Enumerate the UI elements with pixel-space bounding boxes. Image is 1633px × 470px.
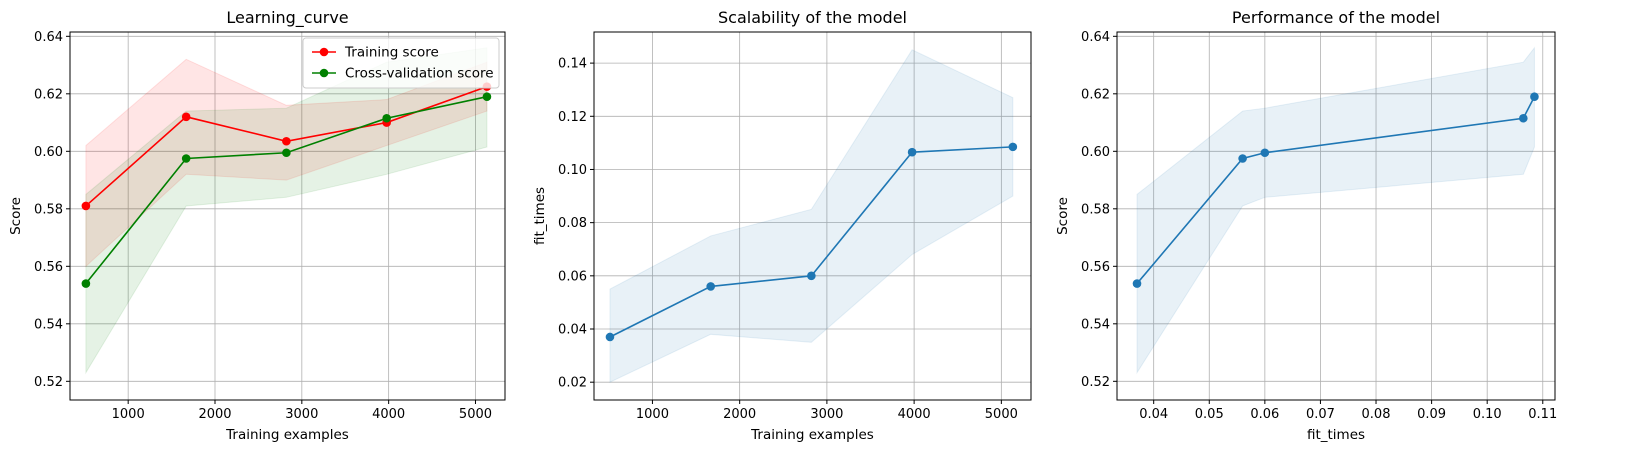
legend-label: Training score (344, 45, 439, 61)
data-point (706, 282, 716, 291)
x-tick-label: 3000 (810, 407, 843, 422)
data-point (807, 271, 816, 281)
plot-area (81, 47, 492, 375)
axes-frame (1116, 31, 1556, 401)
y-tick-label: 0.06 (558, 269, 587, 284)
y-axis-label: fit_times (532, 187, 548, 245)
x-tick-label: 0.06 (1250, 407, 1279, 422)
legend: Training score Cross-validation score (302, 37, 500, 89)
x-tick-label: 5000 (985, 407, 1018, 422)
data-point (1132, 279, 1142, 288)
gridlines (1117, 32, 1555, 400)
data-point (1008, 142, 1018, 152)
data-point (81, 279, 91, 288)
x-tick-label: 3000 (285, 407, 318, 422)
y-tick-label: 0.10 (558, 163, 587, 178)
y-tick-label: 0.64 (34, 30, 63, 45)
axes-frame (593, 31, 1032, 401)
data-point (1238, 154, 1247, 163)
confidence-band-1 (1136, 46, 1535, 375)
y-tick-label: 0.58 (34, 202, 63, 217)
y-tick-label: 0.56 (34, 260, 63, 275)
y-tick-label: 0.12 (558, 110, 587, 125)
y-tick-label: 0.14 (558, 57, 587, 72)
chart-1: 1000 2000 3000 4000 5000 0.52 0.54 0.56 0.58 0.60… (8, 8, 506, 443)
confidence-band-2 (85, 47, 488, 375)
legend-box (302, 37, 500, 89)
confidence-band-1 (609, 49, 1014, 383)
x-tick-label: 0.11 (1528, 407, 1557, 422)
y-tick-label: 0.62 (34, 87, 63, 102)
y-tick-label: 0.52 (34, 375, 63, 390)
x-tick-label: 4000 (372, 407, 405, 422)
chart-2: 1000 2000 3000 4000 5000 0.02 0.04 0.06 0.08 0.10… (532, 8, 1032, 443)
y-axis-label: Score (1055, 197, 1071, 235)
y-tick-label: 0.60 (34, 145, 63, 160)
x-tick-label: 0.05 (1195, 407, 1224, 422)
y-tick-label: 0.62 (1081, 87, 1110, 102)
x-tick-label: 0.09 (1417, 407, 1446, 422)
y-axis-label: Score (8, 197, 24, 235)
y-tick-label: 0.54 (34, 317, 63, 332)
x-tick-label: 0.07 (1306, 407, 1335, 422)
chart-title: Performance of the model (1232, 8, 1440, 27)
data-point (282, 148, 291, 158)
chart-title: Scalability of the model (718, 8, 907, 27)
y-tick-label: 0.08 (558, 216, 587, 231)
legend-marker (319, 47, 329, 57)
data-point (181, 154, 191, 163)
gridlines (70, 32, 505, 400)
x-axis-label: Training examples (225, 427, 349, 443)
x-tick-label: 2000 (723, 407, 756, 422)
legend-label: Cross-validation score (345, 66, 494, 82)
y-tick-label: 0.54 (1081, 317, 1110, 332)
x-tick-label: 5000 (459, 407, 492, 422)
legend-marker (319, 68, 329, 78)
chart-3: 0.04 0.05 0.06 0.07 0.08 0.09 0.10 0.11 0.52 0.54… (1055, 8, 1557, 443)
x-tick-label: 4000 (898, 407, 931, 422)
data-point (282, 136, 291, 146)
x-tick-label: 0.04 (1139, 407, 1168, 422)
x-tick-label: 2000 (198, 407, 231, 422)
y-tick-label: 0.04 (558, 323, 587, 338)
y-tick-label: 0.60 (1081, 145, 1110, 160)
data-point (605, 332, 615, 342)
data-point (907, 147, 917, 157)
x-tick-label: 0.10 (1473, 407, 1502, 422)
axes-frame (69, 31, 506, 401)
x-tick-label: 0.08 (1362, 407, 1391, 422)
y-tick-label: 0.64 (1081, 30, 1110, 45)
chart-title: Learning_curve (226, 8, 348, 28)
confidence-band-1 (85, 58, 488, 268)
data-point (1260, 148, 1270, 158)
plot-area (1132, 46, 1539, 375)
y-tick-label: 0.52 (1081, 375, 1110, 390)
data-point (382, 113, 391, 123)
y-tick-label: 0.56 (1081, 260, 1110, 275)
x-tick-label: 1000 (636, 407, 669, 422)
y-tick-label: 0.02 (558, 376, 587, 391)
data-point (181, 112, 191, 122)
plot-area (605, 49, 1018, 383)
x-axis-label: Training examples (750, 427, 874, 443)
data-point (1519, 113, 1528, 123)
x-axis-label: fit_times (1307, 427, 1365, 443)
x-tick-label: 1000 (112, 407, 145, 422)
data-point (81, 201, 91, 211)
data-point (482, 92, 492, 101)
y-tick-label: 0.58 (1081, 202, 1110, 217)
data-point (1530, 92, 1539, 101)
